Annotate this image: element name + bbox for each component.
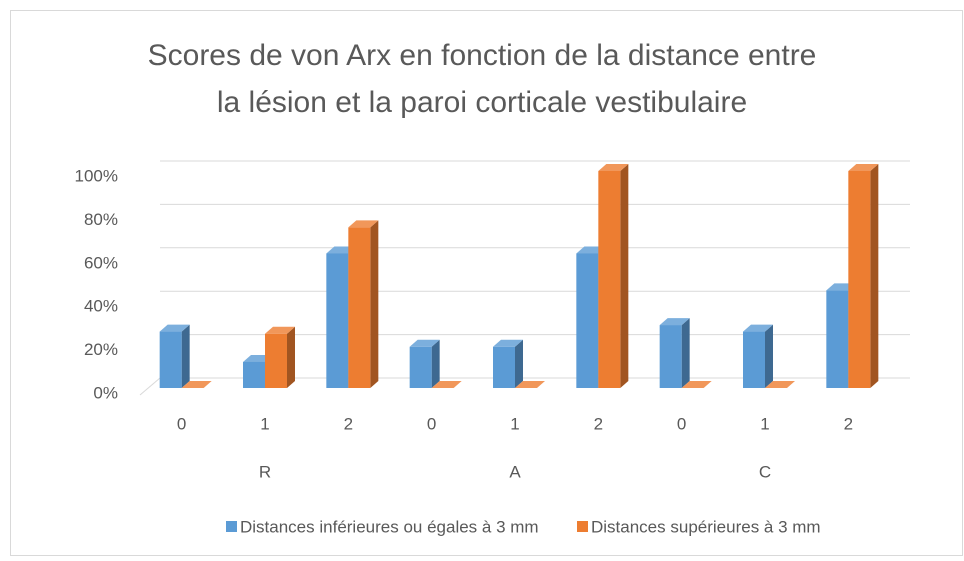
bar xyxy=(243,361,265,388)
bar-top xyxy=(515,381,545,388)
bar xyxy=(265,333,287,388)
group-label: C xyxy=(759,462,771,481)
group-label: A xyxy=(509,462,521,481)
bar-side xyxy=(431,339,440,388)
legend-label: Distances supérieures à 3 mm xyxy=(591,517,821,536)
x-tick-label: 2 xyxy=(594,414,603,433)
x-tick-label: 0 xyxy=(177,414,186,433)
legend-swatch xyxy=(577,521,588,532)
bar-side xyxy=(765,324,773,388)
bar-side xyxy=(515,339,523,388)
bar-side xyxy=(181,324,190,388)
bar-side xyxy=(287,326,295,388)
floor-edge xyxy=(139,377,161,396)
y-tick-label: 100% xyxy=(75,166,118,185)
bar xyxy=(159,331,182,388)
bar-top xyxy=(159,324,190,332)
legend-swatch xyxy=(226,521,237,532)
y-tick-label: 0% xyxy=(93,383,118,402)
bar xyxy=(598,171,621,388)
bar xyxy=(743,331,765,388)
x-tick-label: 0 xyxy=(677,414,686,433)
bar-top xyxy=(659,318,690,326)
y-tick-label: 60% xyxy=(84,253,118,272)
bar-top xyxy=(348,220,379,228)
x-tick-label: 1 xyxy=(760,414,769,433)
bar-top xyxy=(265,326,295,334)
bar-top xyxy=(493,339,523,347)
legend-label: Distances inférieures ou égales à 3 mm xyxy=(240,517,539,536)
bar xyxy=(493,346,515,388)
bar-top xyxy=(598,164,629,171)
bar-top xyxy=(431,381,462,388)
bar xyxy=(326,253,349,388)
chart-title: Scores de von Arx en fonction de la dist… xyxy=(148,39,817,72)
bar xyxy=(348,227,371,388)
chart-title: la lésion et la paroi corticale vestibul… xyxy=(217,86,747,119)
group-label: R xyxy=(259,462,271,481)
bar-top xyxy=(765,381,795,388)
bar xyxy=(826,290,849,388)
bar-top xyxy=(409,339,440,347)
bar-top xyxy=(681,381,712,388)
x-tick-label: 1 xyxy=(510,414,519,433)
y-tick-label: 80% xyxy=(84,210,118,229)
bar-side xyxy=(620,164,629,388)
bar xyxy=(659,325,682,388)
y-tick-label: 20% xyxy=(84,340,118,359)
bar xyxy=(848,171,871,388)
bar-side xyxy=(370,220,379,388)
bar xyxy=(576,253,599,388)
bar-top xyxy=(743,324,773,332)
chart-frame xyxy=(10,10,963,556)
bar-top xyxy=(848,164,879,171)
bar-top xyxy=(181,381,212,388)
bar-side xyxy=(681,318,690,388)
y-tick-label: 40% xyxy=(84,297,118,316)
x-tick-label: 0 xyxy=(427,414,436,433)
x-tick-label: 2 xyxy=(844,414,853,433)
x-tick-label: 2 xyxy=(344,414,353,433)
bar-side xyxy=(870,164,879,388)
x-tick-label: 1 xyxy=(260,414,269,433)
bar xyxy=(409,346,432,388)
